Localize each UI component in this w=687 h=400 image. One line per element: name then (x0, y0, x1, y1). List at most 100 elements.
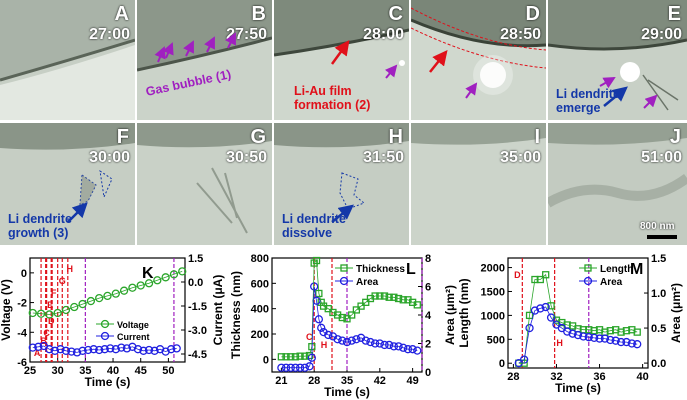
series-2-point (61, 346, 71, 355)
series-2-point (117, 343, 126, 352)
legend-label-1: Voltage (117, 320, 149, 330)
y-right-axis-label: Area (μm²) (443, 285, 457, 345)
y-left-axis-label: Voltage (V) (0, 279, 13, 341)
micrograph-panel-j: J 51:00 800 nm (548, 123, 687, 245)
series-1-point (633, 328, 641, 336)
panel-label: I (534, 126, 540, 148)
series-1-point (161, 273, 170, 282)
x-axis-label: Time (s) (324, 385, 370, 399)
panel-time: 28:00 (363, 26, 404, 43)
micrograph-i-image (411, 123, 546, 245)
x-tick-label: 50 (162, 365, 174, 377)
series-2-point (122, 344, 132, 353)
dissolve-line-2: dissolve (282, 226, 333, 240)
time-marker-label: G (59, 276, 66, 286)
emerge-line-2: emerge (556, 101, 601, 115)
y-right-tick-label: 0.0 (188, 277, 203, 289)
series-line (281, 286, 418, 369)
series-1-point (144, 279, 154, 288)
series-1-point (61, 305, 71, 315)
x-tick-label: 42 (374, 375, 386, 387)
y-right-axis-label: Area (μm²) (669, 283, 683, 343)
series-1-point (103, 291, 112, 301)
panel-time: 28:50 (500, 26, 541, 43)
micrograph-h-image (274, 123, 409, 245)
series-1-point (413, 301, 421, 309)
panel-time: 31:50 (363, 149, 404, 166)
series-1-point (357, 302, 365, 310)
y-right-tick-label: 4 (425, 310, 432, 322)
panel-label: G (250, 126, 266, 148)
micrograph-panel-a: A 27:00 (0, 0, 135, 120)
x-tick-label: 30 (52, 365, 64, 377)
series-1-point (348, 311, 356, 319)
x-tick-label: 28 (308, 375, 320, 387)
legend-label-1: Length (600, 264, 633, 275)
micrograph-panel-c: C 28:00 Li-Au film formation (2) (274, 0, 409, 120)
y-right-tick-label: 6 (425, 282, 431, 294)
series-2-point (342, 337, 352, 347)
y-left-tick-label: 0 (21, 268, 27, 280)
time-marker-label: C (43, 328, 50, 338)
series-2-point (100, 345, 109, 354)
series-2-point (45, 345, 54, 354)
series-line (281, 259, 418, 358)
panel-label: H (388, 126, 403, 148)
y-right-tick-label: -1.5 (188, 301, 207, 313)
series-2-point (139, 346, 148, 355)
y-right-tick-label: 1.5 (188, 253, 203, 265)
series-2-point (56, 345, 65, 354)
x-tick-label: 21 (275, 375, 287, 387)
x-tick-label: 49 (407, 375, 419, 387)
y-right-axis-label: Current (μA) (211, 275, 225, 346)
y-left-tick-label: -4 (17, 327, 28, 339)
time-marker-label: H (321, 340, 328, 350)
series-2-point (28, 343, 37, 352)
series-1-point (86, 296, 96, 306)
li-dendrite-growth-annotation: Li dendrite growth (3) (8, 212, 72, 240)
x-axis-label: Time (s) (555, 381, 601, 395)
time-marker-label: B (40, 336, 47, 346)
series-1-point (128, 283, 137, 292)
y-left-axis-label: Thickness (nm) (230, 271, 243, 359)
panel-time: 27:00 (89, 26, 130, 43)
legend-label-2: Area (356, 277, 379, 288)
panel-time: 51:00 (641, 149, 682, 166)
li-dendrite-dissolve-annotation: Li dendrite dissolve (282, 212, 346, 240)
y-right-tick-label: 0.0 (651, 358, 666, 370)
series-1-point (95, 293, 104, 303)
li-au-film-annotation: Li-Au film formation (2) (294, 84, 370, 112)
y-left-tick-label: 600 (251, 278, 269, 290)
series-2-point (627, 339, 636, 348)
y-left-tick-label: 200 (251, 329, 269, 341)
panel-label: J (669, 126, 681, 148)
dissolve-line-1: Li dendrite (282, 212, 346, 226)
legend-label-2: Area (600, 277, 623, 288)
series-1-point (70, 302, 79, 312)
plot-frame (507, 257, 649, 369)
x-tick-label: 36 (593, 371, 605, 383)
x-tick-label: 35 (341, 375, 353, 387)
series-2-point (111, 345, 120, 354)
panel-time: 35:00 (500, 149, 541, 166)
series-line (518, 273, 638, 364)
time-marker-label: H (556, 338, 563, 348)
legend-label-2: Current (117, 332, 150, 342)
panel-label: E (667, 3, 681, 25)
series-2-point (172, 344, 181, 353)
li-au-film-line-1: Li-Au film (294, 84, 352, 98)
series-1-point (343, 315, 351, 323)
series-2-point (89, 345, 98, 354)
series-1-point (394, 294, 403, 303)
series-2-point (584, 333, 593, 342)
series-2-point (541, 302, 550, 312)
series-2-point (144, 345, 154, 355)
series-2-point (530, 306, 540, 315)
micrograph-a-image (0, 0, 135, 120)
series-2-point (536, 304, 545, 313)
time-marker-label: A (34, 348, 41, 358)
series-2-point (352, 335, 361, 344)
series-2-point (338, 336, 347, 345)
y-left-tick-label: 400 (251, 304, 269, 316)
x-tick-label: 32 (550, 371, 562, 383)
